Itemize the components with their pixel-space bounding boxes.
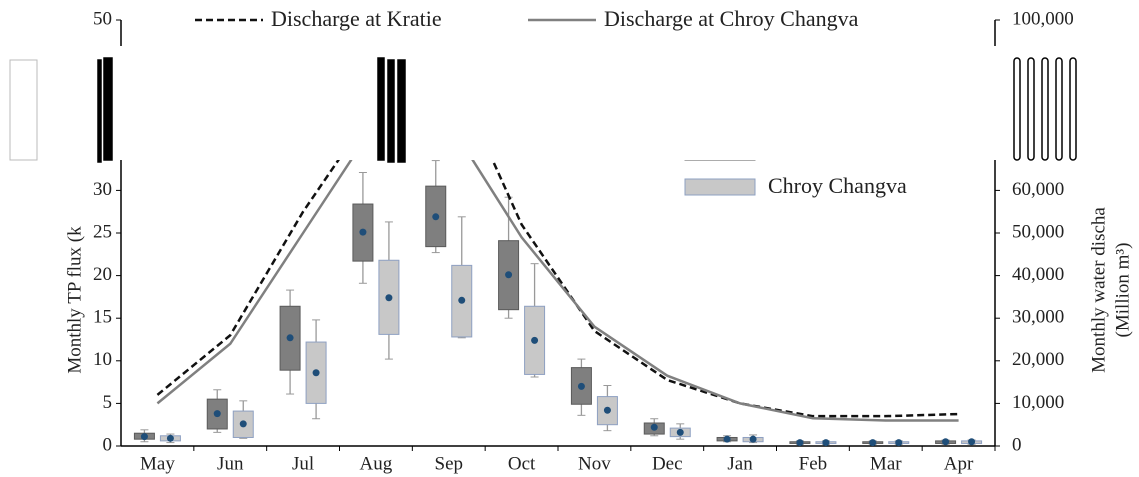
artifact-bar xyxy=(1055,57,1063,161)
legend-swatch xyxy=(684,178,756,196)
artifact-bar xyxy=(97,59,102,163)
y-tick-label: 50 xyxy=(93,8,112,29)
x-tick-label: May xyxy=(140,453,175,474)
y2-tick-label: 0 xyxy=(1012,434,1022,455)
artifact-bar xyxy=(103,57,113,161)
mean-dot xyxy=(286,334,294,342)
mean-dot xyxy=(942,438,950,446)
y2-tick-label: 50,000 xyxy=(1012,221,1064,242)
y2-tick-label: 60,000 xyxy=(1012,179,1064,200)
y2-axis-label: Monthly water discha xyxy=(1088,207,1109,373)
x-tick-label: Mar xyxy=(870,453,902,474)
mean-dot xyxy=(650,423,658,431)
y-tick-label: 20 xyxy=(93,264,112,285)
legend-label: Discharge at Kratie xyxy=(271,6,442,31)
mean-dot xyxy=(749,435,757,443)
x-tick-label: Jul xyxy=(292,453,314,474)
y-tick-label: 0 xyxy=(103,434,113,455)
mean-dot xyxy=(505,271,513,279)
x-tick-label: Sep xyxy=(435,453,464,474)
mean-dot xyxy=(531,336,539,344)
y-tick-label: 25 xyxy=(93,221,112,242)
y-tick-label: 5 xyxy=(103,392,113,413)
artifact-bar xyxy=(377,57,385,161)
artifact-bar xyxy=(1069,57,1077,161)
mean-dot xyxy=(577,382,585,390)
overlay xyxy=(680,130,930,160)
overlay xyxy=(60,46,1139,160)
discharge-line xyxy=(156,60,959,418)
x-tick-label: Dec xyxy=(652,453,683,474)
y2-tick-label: 10,000 xyxy=(1012,392,1064,413)
mean-dot xyxy=(166,434,174,442)
mean-dot xyxy=(312,369,320,377)
mean-dot xyxy=(676,428,684,436)
x-tick-label: Nov xyxy=(578,453,611,474)
y2-tick-label: 40,000 xyxy=(1012,264,1064,285)
y-axis-label: Monthly TP flux (k xyxy=(64,226,85,374)
artifact-bar xyxy=(397,59,406,163)
artifact-bar xyxy=(1013,57,1021,161)
legend-label: Chroy Changva xyxy=(768,173,907,198)
mean-dot xyxy=(796,439,804,447)
x-tick-label: Apr xyxy=(944,453,974,474)
mean-dot xyxy=(458,296,466,304)
x-tick-label: Jan xyxy=(727,453,753,474)
mean-dot xyxy=(213,410,221,418)
y2-tick-label: 100,000 xyxy=(1012,8,1074,29)
placeholder-box xyxy=(9,59,38,161)
mean-dot xyxy=(140,433,148,441)
x-tick-label: Oct xyxy=(508,453,536,474)
x-tick-label: Aug xyxy=(360,453,393,474)
mean-dot xyxy=(432,213,440,221)
mean-dot xyxy=(359,228,367,236)
mean-dot xyxy=(869,439,877,447)
y2-axis-label: (Million m³) xyxy=(1112,243,1133,338)
y-tick-label: 30 xyxy=(93,179,112,200)
y-tick-label: 10 xyxy=(93,349,112,370)
mean-dot xyxy=(895,439,903,447)
y2-tick-label: 20,000 xyxy=(1012,349,1064,370)
mean-dot xyxy=(603,406,611,414)
artifact-bar xyxy=(387,59,395,163)
x-tick-label: Jun xyxy=(217,453,244,474)
artifact-bar xyxy=(1027,57,1035,161)
mean-dot xyxy=(239,420,247,428)
discharge-line xyxy=(156,120,959,422)
mean-dot xyxy=(968,438,976,446)
mean-dot xyxy=(723,435,731,443)
y-tick-label: 15 xyxy=(93,307,112,328)
mean-dot xyxy=(385,294,393,302)
y2-tick-label: 30,000 xyxy=(1012,307,1064,328)
legend-label: Discharge at Chroy Changva xyxy=(604,6,859,31)
mean-dot xyxy=(822,439,830,447)
x-tick-label: Feb xyxy=(799,453,828,474)
artifact-bar xyxy=(1041,57,1049,161)
